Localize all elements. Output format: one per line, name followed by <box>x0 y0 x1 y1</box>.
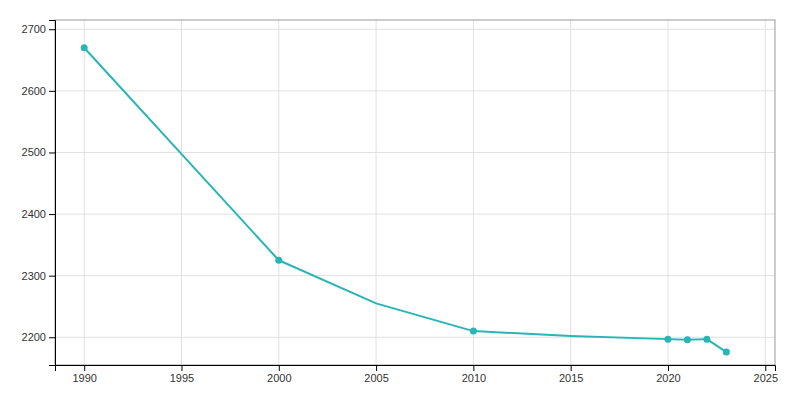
chart: 1990 1995 2000 2005 2010 2015 2020 2025 2200 2300… <box>0 0 800 400</box>
grid-line <box>473 20 474 365</box>
grid-line <box>55 90 775 91</box>
tick-label: 1995 <box>170 372 194 384</box>
tick: 2000 <box>267 365 291 384</box>
tick-label: 2400 <box>22 208 46 220</box>
grid-line <box>667 20 668 365</box>
tick-label: 2500 <box>22 146 46 158</box>
grid-line <box>55 214 775 215</box>
marker <box>723 349 730 356</box>
tick-mark <box>376 365 377 371</box>
marks <box>81 44 730 355</box>
grid <box>55 20 775 365</box>
tick-mark <box>473 365 474 371</box>
tick-label: 2020 <box>656 372 680 384</box>
axis-line <box>56 366 776 372</box>
tick-mark <box>765 365 766 371</box>
tick: 2700 <box>22 23 55 35</box>
y-axis: 2200 2300 2400 2500 2600 2700 <box>22 21 56 366</box>
tick-label: 2005 <box>364 372 388 384</box>
tick-mark <box>49 276 55 277</box>
tick-label: 2015 <box>559 372 583 384</box>
tick-mark <box>49 337 55 338</box>
marker <box>470 328 477 335</box>
tick: 2600 <box>22 85 55 97</box>
plot: 1990 1995 2000 2005 2010 2015 2020 2025 2200 2300… <box>22 20 778 384</box>
tick-mark <box>49 91 55 92</box>
tick-mark <box>84 365 85 371</box>
marker <box>703 336 710 343</box>
grid-line <box>765 20 766 365</box>
tick-label: 2300 <box>22 270 46 282</box>
tick-label: 2000 <box>267 372 291 384</box>
tick-label: 2200 <box>22 331 46 343</box>
tick: 2015 <box>559 365 583 384</box>
tick: 2005 <box>364 365 388 384</box>
tick-mark <box>49 214 55 215</box>
tick-label: 2700 <box>22 23 46 35</box>
tick: 2020 <box>656 365 680 384</box>
x-axis: 1990 1995 2000 2005 2010 2015 2020 2025 <box>56 365 779 384</box>
tick-mark <box>668 365 669 371</box>
grid-line <box>181 20 182 365</box>
tick: 2500 <box>22 146 55 158</box>
tick-mark <box>49 152 55 153</box>
marker <box>664 336 671 343</box>
grid-line <box>55 152 775 153</box>
tick: 2300 <box>22 270 55 282</box>
tick-mark <box>181 365 182 371</box>
marker <box>81 44 88 51</box>
tick: 1990 <box>72 365 96 384</box>
grid-line <box>376 20 377 365</box>
tick: 2200 <box>22 331 55 343</box>
marker <box>684 336 691 343</box>
tick-mark <box>279 365 280 371</box>
tick-mark <box>571 365 572 371</box>
tick-label: 1990 <box>72 372 96 384</box>
tick: 2010 <box>462 365 486 384</box>
tick: 1995 <box>170 365 194 384</box>
grid-line <box>55 29 775 30</box>
tick-label: 2025 <box>754 372 778 384</box>
grid-line <box>84 20 85 365</box>
grid-line <box>570 20 571 365</box>
tick: 2025 <box>754 365 778 384</box>
tick-label: 2010 <box>462 372 486 384</box>
grid-line <box>278 20 279 365</box>
marker <box>275 257 282 264</box>
axis-line <box>49 21 56 366</box>
tick-label: 2600 <box>22 85 46 97</box>
tick: 2400 <box>22 208 55 220</box>
line <box>84 48 726 352</box>
grid-line <box>55 275 775 276</box>
plot-frame <box>55 20 775 365</box>
tick-mark <box>49 29 55 30</box>
